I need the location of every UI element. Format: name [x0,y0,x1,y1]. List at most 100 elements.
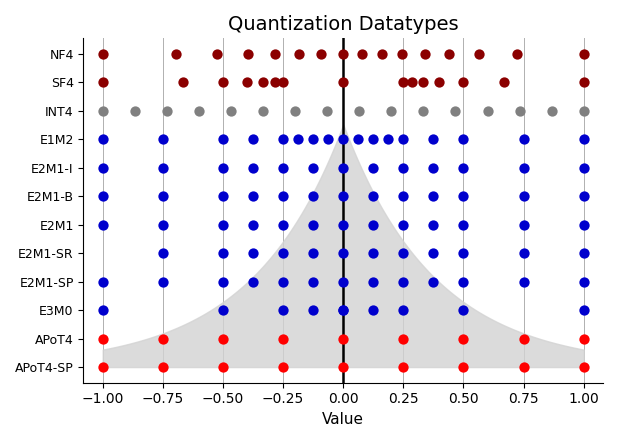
Point [278,193,288,200]
Point [278,307,288,314]
Point [278,335,288,342]
Point [399,307,408,314]
Point [98,363,108,370]
Point [278,278,288,285]
Point [579,278,589,285]
Point [459,136,468,143]
Point [243,50,253,57]
Point [338,363,348,370]
Point [483,107,493,114]
Point [218,79,228,86]
Point [158,335,168,342]
Point [444,50,454,57]
Point [386,107,396,114]
Point [473,50,483,57]
Point [218,136,228,143]
Point [308,278,318,285]
Point [519,250,528,257]
Point [338,335,348,342]
Point [338,221,348,229]
Point [459,193,468,200]
Point [459,250,468,257]
Point [158,363,168,370]
Point [399,250,408,257]
Point [579,107,589,114]
Point [98,79,108,86]
Point [278,136,288,143]
Point [499,79,509,86]
Point [98,307,108,314]
Point [399,335,408,342]
Point [98,107,108,114]
Point [428,136,438,143]
Point [519,164,528,171]
Point [399,136,408,143]
Point [158,278,168,285]
Point [428,193,438,200]
Point [218,250,228,257]
Point [368,164,378,171]
Point [158,136,168,143]
Point [428,164,438,171]
Point [579,164,589,171]
Point [98,221,108,229]
Point [308,164,318,171]
Point [316,50,326,57]
Point [354,107,364,114]
Point [293,136,303,143]
Point [278,221,288,229]
Point [399,363,408,370]
Point [579,307,589,314]
Point [428,250,438,257]
Point [308,193,318,200]
Point [399,278,408,285]
Point [242,79,252,86]
Point [98,50,108,57]
Point [308,250,318,257]
Point [278,79,288,86]
Point [98,136,108,143]
Point [308,136,318,143]
Point [459,335,468,342]
Point [547,107,557,114]
Point [248,250,258,257]
Point [459,164,468,171]
Point [130,107,140,114]
Point [512,50,522,57]
Point [338,193,348,200]
Point [322,107,332,114]
Point [338,278,348,285]
Point [459,278,468,285]
Point [218,278,228,285]
Point [278,164,288,171]
Point [368,221,378,229]
Point [194,107,204,114]
Point [368,193,378,200]
Point [428,278,438,285]
Point [162,107,172,114]
Point [98,164,108,171]
Point [338,50,348,57]
Point [459,363,468,370]
Point [338,79,348,86]
Point [579,335,589,342]
Point [270,50,280,57]
Point [248,164,258,171]
Point [368,250,378,257]
Title: Quantization Datatypes: Quantization Datatypes [228,15,459,34]
Point [158,250,168,257]
Point [579,193,589,200]
Point [579,221,589,229]
Point [218,363,228,370]
Point [428,221,438,229]
Point [515,107,525,114]
Point [338,136,348,143]
Point [338,250,348,257]
Point [353,136,363,143]
Point [308,221,318,229]
Point [459,221,468,229]
Point [519,221,528,229]
Point [218,193,228,200]
X-axis label: Value: Value [322,412,364,427]
Point [226,107,236,114]
